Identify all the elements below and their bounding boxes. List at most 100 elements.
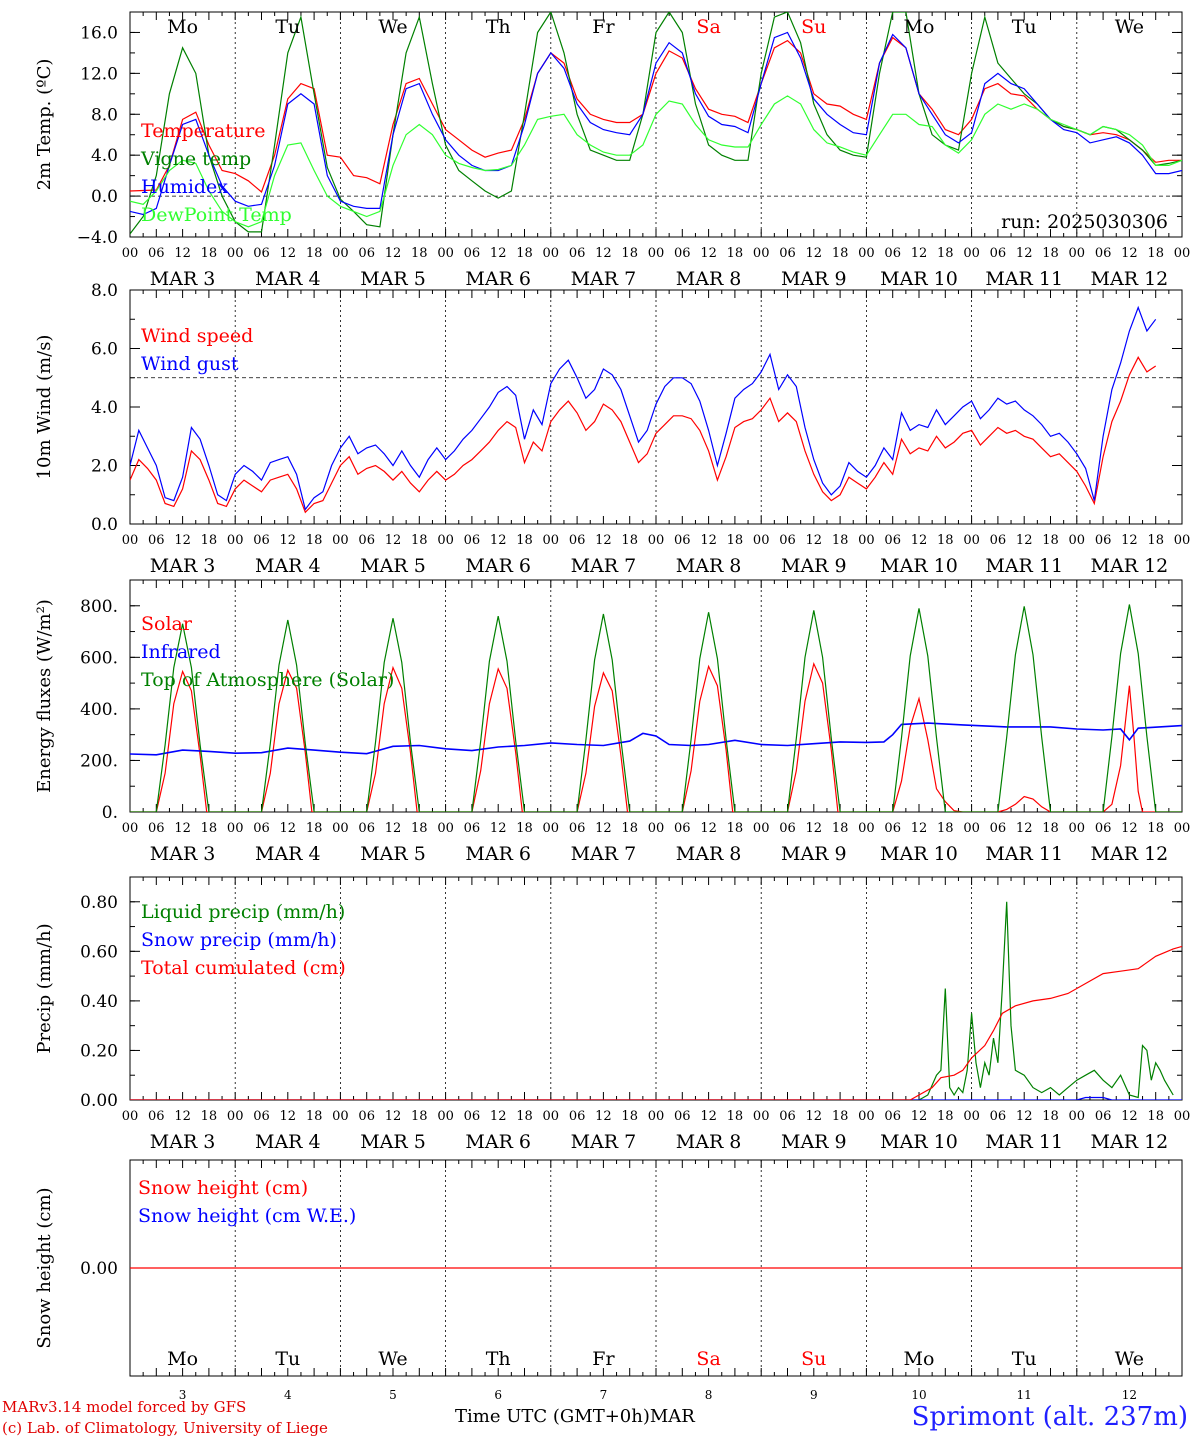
hour-tick-label: 12 — [911, 821, 928, 836]
hour-tick-label: 00 — [437, 246, 454, 261]
date-label: MAR 12 — [1091, 268, 1169, 290]
hour-tick-label: 00 — [543, 821, 560, 836]
hour-tick-label: 18 — [1042, 246, 1059, 261]
hour-tick-label: 06 — [990, 1109, 1007, 1124]
hour-tick-label: 00 — [648, 1109, 665, 1124]
dow-label-bottom: Su — [801, 1348, 826, 1370]
date-label: MAR 9 — [781, 1131, 847, 1153]
hour-tick-label: 00 — [1069, 1109, 1086, 1124]
date-label: MAR 6 — [465, 268, 531, 290]
panel-precip — [129, 876, 1183, 1101]
hour-tick-label: 06 — [990, 533, 1007, 548]
date-label: MAR 8 — [676, 268, 742, 290]
hour-tick-label: 18 — [832, 246, 849, 261]
hour-tick-label: 12 — [911, 533, 928, 548]
hour-tick-label: 00 — [332, 821, 349, 836]
dow-label-bottom: Th — [486, 1348, 511, 1370]
hour-tick-label: 00 — [1174, 533, 1191, 548]
hour-tick-label: 06 — [569, 246, 586, 261]
hour-tick-label: 18 — [201, 246, 218, 261]
dow-label-bottom: Mo — [167, 1348, 198, 1370]
panel-energy — [129, 579, 1183, 813]
hour-tick-label: 06 — [569, 821, 586, 836]
hour-tick-label: 00 — [227, 533, 244, 548]
hour-tick-label: 06 — [148, 246, 165, 261]
series-line-wind-speed — [130, 356, 1157, 514]
hour-tick-label: 00 — [332, 533, 349, 548]
run-label: run: 2025030306 — [1001, 211, 1168, 233]
series-line-liquid-precip-mm-h- — [130, 901, 1174, 1100]
hour-tick-label: 00 — [963, 246, 980, 261]
hour-tick-label: 06 — [1095, 246, 1112, 261]
legend-entry: Wind gust — [141, 353, 239, 375]
date-label: MAR 8 — [676, 555, 742, 577]
date-label: MAR 10 — [880, 555, 958, 577]
time-axis-label: Time UTC (GMT+0h)MAR — [455, 1406, 695, 1427]
hour-tick-label: 06 — [884, 821, 901, 836]
hour-tick-label: 00 — [543, 246, 560, 261]
day-number-label: 9 — [810, 1388, 818, 1402]
hour-tick-label: 00 — [1174, 1109, 1191, 1124]
hour-tick-label: 00 — [227, 1109, 244, 1124]
hour-tick-label: 06 — [779, 1109, 796, 1124]
hour-tick-label: 00 — [437, 533, 454, 548]
hour-tick-label: 06 — [464, 1109, 481, 1124]
hour-tick-label: 06 — [358, 821, 375, 836]
hour-tick-label: 12 — [1016, 533, 1033, 548]
hour-tick-label: 18 — [516, 821, 533, 836]
hour-tick-label: 12 — [1016, 246, 1033, 261]
hour-tick-label: 12 — [280, 246, 297, 261]
hour-tick-label: 12 — [911, 1109, 928, 1124]
hour-tick-label: 18 — [727, 246, 744, 261]
date-label: MAR 12 — [1091, 555, 1169, 577]
hour-tick-label: 00 — [122, 821, 139, 836]
date-label: MAR 4 — [255, 843, 321, 865]
hour-tick-label: 00 — [1069, 246, 1086, 261]
hour-tick-label: 06 — [779, 246, 796, 261]
date-label: MAR 12 — [1091, 843, 1169, 865]
hour-tick-label: 12 — [595, 1109, 612, 1124]
hour-tick-label: 18 — [621, 246, 638, 261]
dow-label-top: Sa — [696, 16, 720, 38]
hour-tick-label: 00 — [648, 821, 665, 836]
hour-tick-label: 12 — [490, 821, 507, 836]
hour-tick-label: 12 — [174, 533, 191, 548]
hour-tick-label: 18 — [832, 1109, 849, 1124]
dow-label-bottom: Mo — [904, 1348, 935, 1370]
hour-tick-label: 18 — [1042, 533, 1059, 548]
hour-tick-label: 00 — [753, 246, 770, 261]
hour-tick-label: 18 — [832, 533, 849, 548]
dow-label-top: Tu — [1012, 16, 1037, 38]
day-number-label: 8 — [705, 1388, 713, 1402]
hour-tick-label: 06 — [884, 533, 901, 548]
station-name: Sprimont (alt. 237m) — [911, 1402, 1188, 1432]
hour-tick-label: 06 — [674, 821, 691, 836]
model-credit: MARv3.14 model forced by GFS — [2, 1398, 247, 1416]
hour-tick-label: 06 — [884, 246, 901, 261]
hour-tick-label: 18 — [1147, 533, 1164, 548]
hour-tick-label: 12 — [174, 246, 191, 261]
date-label: MAR 9 — [781, 268, 847, 290]
hour-tick-label: 06 — [779, 533, 796, 548]
legend-entry: Humidex — [141, 176, 228, 198]
hour-tick-label: 00 — [122, 1109, 139, 1124]
day-number-label: 10 — [911, 1388, 926, 1402]
y-tick-label: 0.0 — [91, 187, 118, 207]
hour-tick-label: 06 — [148, 1109, 165, 1124]
hour-tick-label: 12 — [700, 246, 717, 261]
dow-label-bottom: We — [1115, 1348, 1144, 1370]
y-tick-label: 0.20 — [80, 1041, 118, 1061]
y-tick-label: 0.00 — [80, 1091, 118, 1111]
y-tick-label: 0.80 — [80, 893, 118, 913]
hour-tick-label: 00 — [437, 821, 454, 836]
date-label: MAR 9 — [781, 555, 847, 577]
y-tick-label: 6.0 — [91, 340, 118, 360]
legend-entry: Snow height (cm W.E.) — [138, 1205, 356, 1227]
hour-tick-label: 18 — [306, 246, 323, 261]
y-tick-label: 0.60 — [80, 942, 118, 962]
y-tick-label: 12.0 — [80, 64, 118, 84]
hour-tick-label: 12 — [595, 821, 612, 836]
y-tick-label: 8.0 — [91, 281, 118, 301]
hour-tick-label: 00 — [1174, 821, 1191, 836]
